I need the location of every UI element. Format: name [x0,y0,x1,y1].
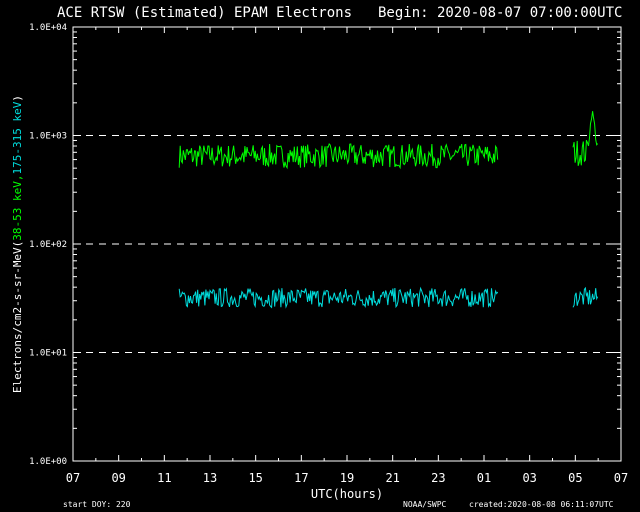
x-tick-label: 23 [431,471,445,485]
y-label-series2: 175-315 keV [11,101,24,174]
y-tick-label: 1.0E+00 [29,457,67,467]
x-tick-label: 15 [248,471,262,485]
x-axis-label: UTC(hours) [311,487,383,501]
y-label-open: ( [11,241,24,248]
x-tick-label: 07 [66,471,80,485]
y-tick-label: 1.0E+01 [29,349,67,359]
series-1-line [572,111,599,166]
x-tick-label: 21 [385,471,399,485]
y-axis-label: Electrons/cm2-s-sr-MeV(38-53 keV,175-315… [11,95,24,393]
chart-title: ACE RTSW (Estimated) EPAM Electrons [57,5,352,21]
x-tick-label: 17 [294,471,308,485]
x-tick-label: 09 [111,471,125,485]
y-tick-label: 1.0E+02 [29,240,67,250]
x-tick-label: 13 [203,471,217,485]
y-tick-labels: 1.0E+00 1.0E+01 1.0E+02 1.0E+03 1.0E+04 [29,23,67,467]
x-tick-label: 19 [340,471,354,485]
x-tick-label: 07 [614,471,628,485]
x-tick-labels: 07 09 11 13 15 17 19 21 23 01 03 05 07 [66,471,628,485]
noaa-credit: NOAA/SWPC [403,500,447,509]
series-1-line [178,143,499,170]
x-tick-label: 03 [522,471,536,485]
created-time: created:2020-08-08 06:11:07UTC [469,500,614,509]
x-tick-label: 01 [477,471,491,485]
series-2-line [178,286,499,309]
begin-time: Begin: 2020-08-07 07:00:00UTC [378,5,622,21]
series-group [178,111,599,309]
y-label-series1: 38-53 keV, [11,174,24,240]
start-doy: start DOY: 220 [63,500,131,509]
gridlines [73,135,621,353]
x-tick-label: 05 [568,471,582,485]
axis-ticks [72,27,622,462]
y-label-close: ) [11,95,24,102]
y-label-units: Electrons/cm2-s-sr-MeV [11,247,24,393]
y-tick-label: 1.0E+04 [29,23,67,33]
series-2-line [572,286,599,308]
x-tick-label: 11 [157,471,171,485]
y-tick-label: 1.0E+03 [29,132,67,142]
